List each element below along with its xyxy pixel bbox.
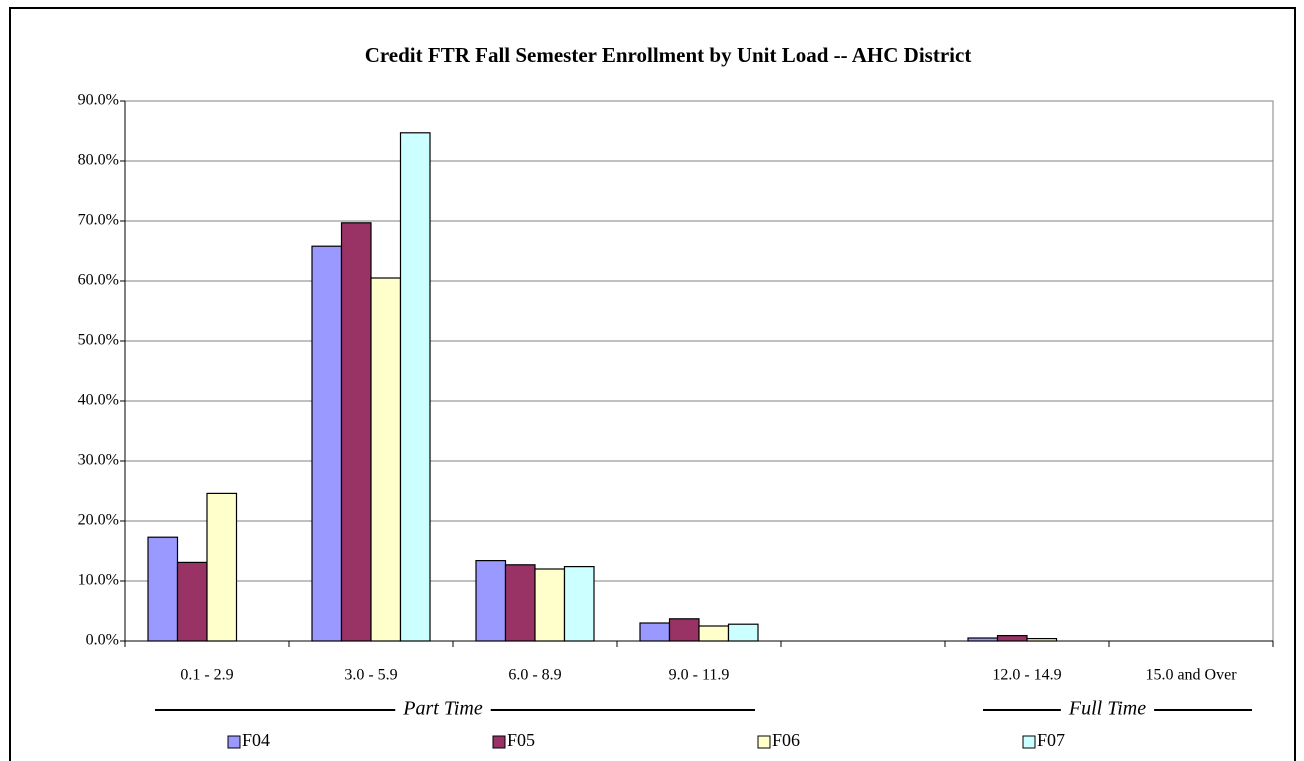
- y-tick-label: 40.0%: [78, 392, 119, 409]
- y-tick-label: 50.0%: [78, 332, 119, 349]
- x-tick-label: 9.0 - 11.9: [669, 667, 730, 684]
- y-tick-label: 60.0%: [78, 272, 119, 289]
- bar: [534, 568, 566, 642]
- bar: [311, 245, 343, 642]
- y-tick-label: 10.0%: [78, 572, 119, 589]
- y-tick-label: 30.0%: [78, 452, 119, 469]
- legend-label: F06: [772, 730, 800, 750]
- plot-area: [124, 100, 1274, 642]
- y-tick-label: 20.0%: [78, 512, 119, 529]
- y-tick-label: 80.0%: [78, 152, 119, 169]
- bar: [996, 634, 1028, 642]
- legend-swatch: [492, 735, 506, 749]
- x-tick-label: 0.1 - 2.9: [180, 667, 233, 684]
- legend-label: F05: [507, 730, 535, 750]
- group-label: Part Time: [402, 698, 483, 720]
- legend-swatch: [227, 735, 241, 749]
- y-tick-label: 0.0%: [86, 632, 119, 649]
- legend-label: F04: [242, 730, 270, 750]
- bar: [967, 637, 999, 642]
- bar: [206, 492, 238, 642]
- bar: [504, 564, 536, 642]
- bar: [399, 132, 431, 642]
- bar: [727, 623, 759, 642]
- group-label: Full Time: [1068, 698, 1146, 720]
- bar: [639, 622, 671, 642]
- bar: [1026, 637, 1058, 642]
- x-tick-label: 6.0 - 8.9: [508, 667, 561, 684]
- bar: [668, 618, 700, 642]
- bar: [176, 561, 208, 642]
- legend-label: F07: [1037, 730, 1065, 750]
- x-tick-label: 3.0 - 5.9: [344, 667, 397, 684]
- bar: [475, 559, 507, 642]
- legend-swatch: [757, 735, 771, 749]
- bar: [147, 536, 179, 642]
- x-tick-label: 15.0 and Over: [1145, 667, 1237, 684]
- bar: [698, 625, 730, 642]
- bar: [340, 222, 372, 642]
- x-tick-label: 12.0 - 14.9: [992, 667, 1061, 684]
- bar: [370, 277, 402, 642]
- chart-title: Credit FTR Fall Semester Enrollment by U…: [365, 43, 972, 67]
- y-tick-label: 70.0%: [78, 212, 119, 229]
- bar: [563, 565, 595, 642]
- legend-swatch: [1022, 735, 1036, 749]
- y-tick-label: 90.0%: [78, 92, 119, 109]
